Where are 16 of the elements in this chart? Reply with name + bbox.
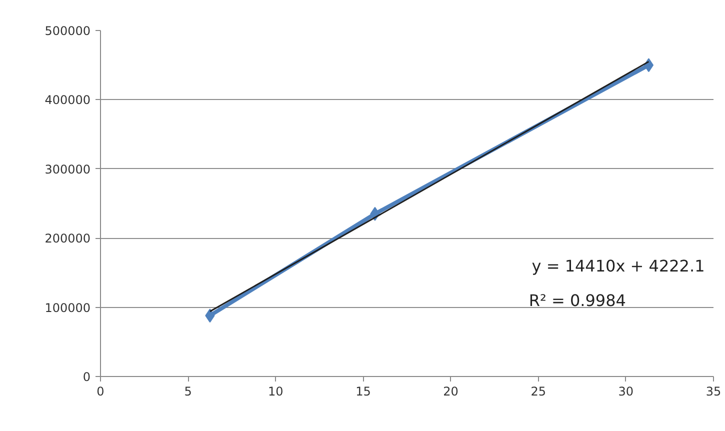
annotation: y = 14410x + 4222.1 xyxy=(532,256,705,276)
x-tick-label: 0 xyxy=(96,384,104,398)
annotation: R² = 0.9984 xyxy=(528,290,626,310)
x-tick-label: 35 xyxy=(706,384,722,398)
y-tick-label: 500000 xyxy=(44,24,91,38)
x-tick-label: 20 xyxy=(443,384,458,398)
x-tick-label: 10 xyxy=(268,384,284,398)
y-tick-label: 300000 xyxy=(44,162,91,176)
y-tick-label: 0 xyxy=(82,370,91,384)
y-tick-label: 400000 xyxy=(44,93,91,108)
x-tick-label: 5 xyxy=(184,384,192,398)
x-tick-label: 30 xyxy=(618,384,634,398)
x-tick-label: 25 xyxy=(530,384,546,398)
y-tick-label: 100000 xyxy=(44,300,91,315)
y-tick-label: 200000 xyxy=(44,232,91,246)
x-tick-label: 15 xyxy=(356,384,371,398)
